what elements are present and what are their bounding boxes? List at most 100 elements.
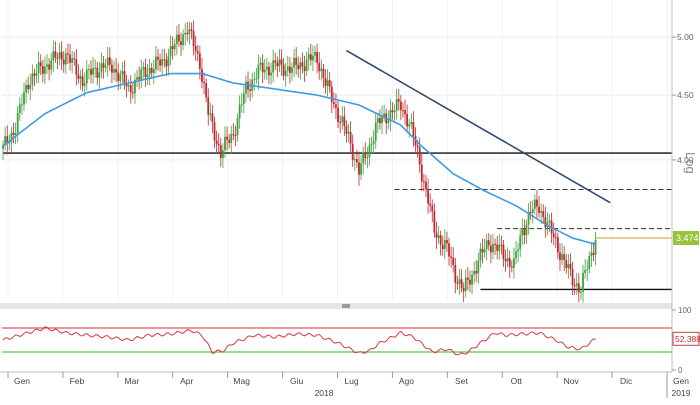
candle-body: [441, 244, 444, 250]
candle-body: [337, 107, 339, 123]
candle-body: [54, 51, 57, 58]
candle-body: [381, 116, 383, 124]
candle-body: [489, 245, 492, 253]
candle-body: [303, 66, 306, 71]
last-price-label: 3.474: [676, 233, 699, 243]
candle-body: [62, 59, 65, 65]
candle-body: [517, 249, 520, 252]
candle-body: [249, 89, 252, 91]
candle-body: [525, 224, 528, 236]
candle-body: [420, 164, 423, 182]
candle-body: [98, 72, 101, 78]
candle-body: [531, 208, 534, 213]
candle-body: [544, 217, 547, 228]
candle-body: [81, 76, 84, 86]
candle-body: [178, 34, 180, 42]
candle-body: [37, 62, 40, 74]
price-tick-label: 5.00: [677, 32, 694, 42]
candle-body: [538, 206, 540, 213]
candle-body: [4, 136, 7, 145]
candle-body: [437, 235, 440, 238]
candle-body: [479, 248, 482, 261]
grid: [2, 0, 672, 300]
candle-body: [180, 41, 182, 45]
candle-body: [316, 51, 319, 63]
moving-average-line: [2, 72, 596, 246]
month-label: Dic: [620, 376, 633, 386]
candle-body: [140, 69, 143, 80]
candle-body: [464, 277, 467, 292]
candle-body: [263, 69, 266, 73]
candle-body: [309, 54, 312, 61]
candle-body: [358, 162, 360, 175]
candle-body: [330, 86, 333, 103]
candle-body: [224, 136, 226, 151]
candle-body: [211, 113, 214, 123]
candle-body: [257, 64, 260, 79]
candle-body: [458, 279, 461, 284]
candle-body: [312, 55, 314, 61]
candle-body: [565, 259, 568, 268]
candle-body: [142, 67, 145, 70]
candle-body: [236, 118, 239, 136]
candle-body: [188, 29, 191, 35]
candle-body: [366, 157, 369, 159]
candle-body: [115, 69, 118, 73]
candle-body: [556, 237, 559, 253]
candle-body: [238, 104, 241, 119]
candle-body: [291, 67, 293, 73]
candlesticks: [2, 20, 597, 303]
candle-body: [2, 144, 4, 149]
candle-body: [232, 134, 235, 136]
candle-body: [213, 122, 216, 141]
candle-body: [569, 263, 572, 269]
candle-body: [77, 74, 80, 79]
candle-body: [353, 159, 356, 161]
candle-body: [270, 72, 272, 76]
candle-body: [73, 58, 76, 60]
candle-body: [584, 269, 587, 273]
candle-body: [372, 140, 375, 145]
panel-divider[interactable]: [0, 303, 672, 309]
candle-body: [25, 85, 27, 93]
candle-body: [175, 34, 178, 45]
candle-body: [332, 102, 335, 105]
candle-body: [6, 136, 9, 144]
candle-body: [563, 254, 566, 260]
candle-body: [119, 74, 122, 81]
candle-body: [500, 244, 503, 246]
candle-body: [580, 291, 582, 293]
candle-body: [425, 181, 427, 189]
candle-body: [240, 103, 243, 105]
candle-body: [165, 59, 168, 67]
candle-body: [33, 73, 36, 76]
candle-body: [339, 122, 342, 124]
candle-body: [533, 199, 536, 209]
price-tick-label: 4.50: [677, 90, 694, 100]
candle-body: [498, 244, 501, 251]
candle-body: [56, 57, 59, 59]
candle-body: [111, 64, 113, 73]
candle-body: [483, 249, 486, 253]
candle-body: [159, 59, 161, 66]
candle-body: [335, 104, 337, 108]
candle-body: [527, 212, 530, 225]
candle-body: [410, 122, 413, 125]
candle-body: [167, 56, 170, 67]
candle-body: [429, 203, 432, 206]
rsi-value-label: 52.3887: [675, 334, 700, 344]
candle-body: [577, 283, 580, 293]
candle-body: [307, 54, 310, 60]
candle-body: [148, 67, 151, 75]
candle-body: [117, 72, 120, 81]
candle-body: [485, 240, 488, 250]
candle-body: [446, 240, 448, 244]
candle-body: [412, 122, 415, 136]
candle-body: [85, 69, 88, 84]
candle-body: [582, 272, 584, 292]
candle-body: [431, 205, 434, 212]
candle-body: [127, 85, 130, 87]
candle-body: [452, 257, 455, 265]
panel-resize-handle[interactable]: [342, 304, 350, 308]
candle-body: [567, 263, 570, 268]
